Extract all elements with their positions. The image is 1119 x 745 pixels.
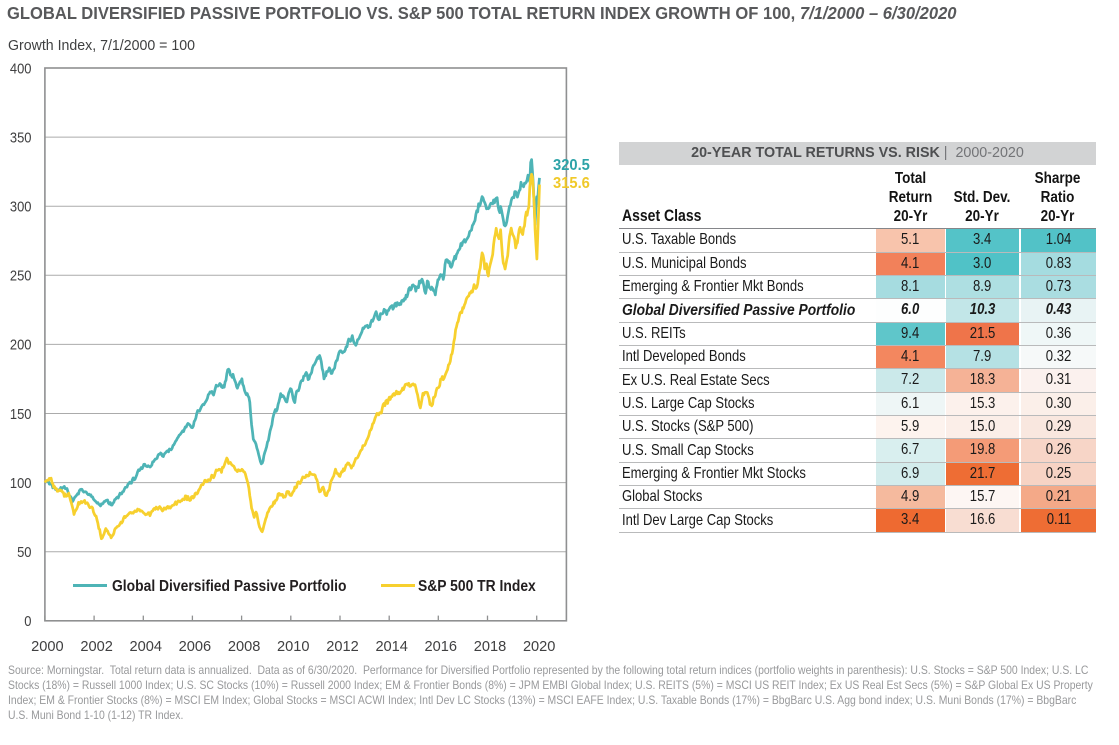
svg-text:2016: 2016	[425, 638, 458, 655]
svg-text:2004: 2004	[130, 638, 163, 655]
svg-text:250: 250	[10, 268, 32, 285]
svg-text:2006: 2006	[179, 638, 212, 655]
svg-text:2000: 2000	[31, 638, 64, 655]
svg-text:2020: 2020	[523, 638, 556, 655]
svg-text:2008: 2008	[228, 638, 261, 655]
svg-text:200: 200	[10, 337, 32, 354]
svg-text:2002: 2002	[80, 638, 113, 655]
svg-text:2012: 2012	[326, 638, 359, 655]
svg-text:2018: 2018	[474, 638, 507, 655]
svg-text:100: 100	[10, 475, 32, 492]
svg-text:50: 50	[17, 544, 31, 561]
svg-text:400: 400	[10, 60, 32, 77]
svg-text:2010: 2010	[277, 638, 310, 655]
svg-text:150: 150	[10, 406, 32, 423]
svg-text:300: 300	[10, 199, 32, 216]
svg-text:2014: 2014	[375, 638, 408, 655]
svg-text:0: 0	[24, 613, 31, 630]
svg-text:350: 350	[10, 129, 32, 146]
